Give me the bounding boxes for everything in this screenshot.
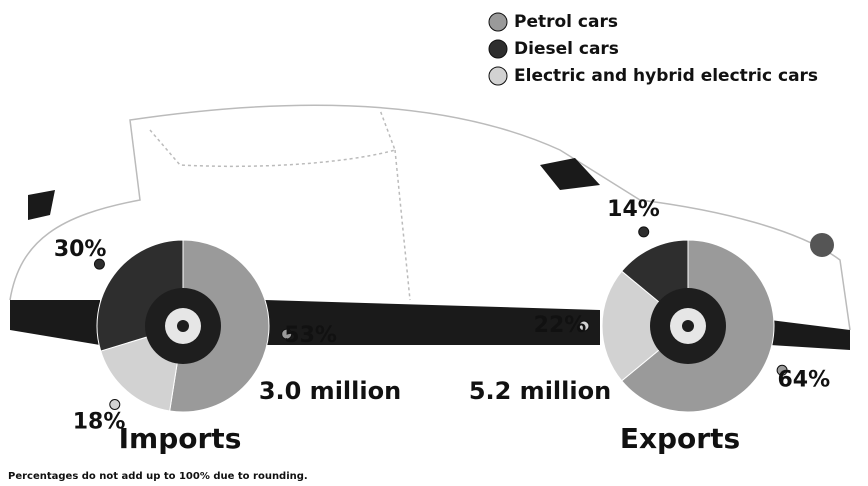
legend-label: Electric and hybrid electric cars bbox=[514, 66, 818, 86]
label-dot bbox=[639, 227, 649, 237]
mirror bbox=[540, 158, 600, 190]
total-label: 3.0 million bbox=[259, 377, 401, 405]
legend-swatch bbox=[489, 40, 507, 58]
value-label: 64% bbox=[777, 367, 830, 392]
headlight bbox=[810, 233, 834, 257]
value-label: 30% bbox=[54, 237, 107, 262]
value-label: 14% bbox=[607, 197, 660, 222]
value-label: 18% bbox=[73, 410, 126, 435]
value-label: 53% bbox=[284, 323, 337, 348]
legend-swatch bbox=[489, 13, 507, 31]
footnote: Percentages do not add up to 100% due to… bbox=[8, 471, 308, 482]
legend-label: Petrol cars bbox=[514, 12, 618, 32]
hub-center bbox=[682, 320, 694, 332]
label-dot bbox=[110, 400, 120, 410]
value-label: 22% bbox=[534, 313, 587, 338]
chart-title: Exports bbox=[620, 422, 740, 455]
total-label: 5.2 million bbox=[469, 377, 611, 405]
rear-light bbox=[28, 190, 55, 220]
legend-label: Diesel cars bbox=[514, 39, 619, 59]
legend-swatch bbox=[489, 67, 507, 85]
hub-center bbox=[177, 320, 189, 332]
infographic: Percentages do not add up to 100% due to… bbox=[0, 0, 868, 486]
chart-title: Imports bbox=[119, 422, 242, 455]
